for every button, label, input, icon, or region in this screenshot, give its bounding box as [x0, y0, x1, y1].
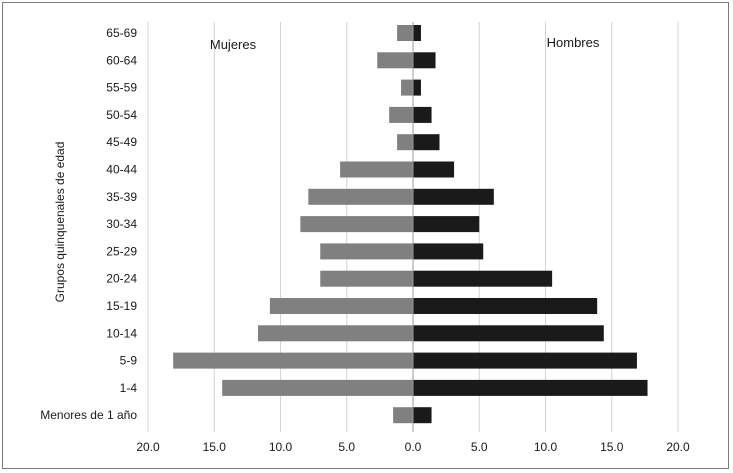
y-category-label: 20-24 [106, 272, 137, 286]
bar-mujeres [393, 407, 413, 424]
y-category-label: 50-54 [106, 108, 137, 122]
x-tick-label: 5.0 [338, 440, 355, 454]
x-tick-label: 15.0 [600, 440, 624, 454]
bar-hombres [413, 270, 553, 287]
y-category-label: 25-29 [106, 244, 137, 258]
bar-mujeres [397, 134, 413, 151]
y-category-label: 40-44 [106, 163, 137, 177]
bar-hombres [413, 106, 432, 123]
legend-mujeres: Mujeres [210, 37, 257, 52]
bar-mujeres [320, 243, 413, 260]
bar-hombres [413, 352, 637, 369]
x-tick-labels: 20.0 15.0 10.0 5.0 0.0 5.0 10.0 15.0 20.0 [136, 440, 690, 454]
x-tick-label: 20.0 [666, 440, 690, 454]
bar-hombres [413, 325, 604, 342]
x-tick-label: 20.0 [136, 440, 160, 454]
bar-mujeres [377, 52, 413, 69]
y-axis-title: Grupos quinquenales de edad [53, 142, 67, 303]
bar-mujeres [300, 216, 413, 233]
y-category-label: 5-9 [120, 354, 138, 368]
bar-hombres [413, 52, 436, 69]
y-category-label: 1-4 [120, 381, 138, 395]
x-tick-label: 15.0 [203, 440, 227, 454]
x-tick-label: 5.0 [471, 440, 488, 454]
bars [173, 25, 648, 424]
bar-hombres [413, 161, 455, 178]
bar-hombres [413, 298, 598, 314]
x-tick-label: 10.0 [534, 440, 558, 454]
y-category-label: 10-14 [106, 326, 137, 340]
legend-hombres: Hombres [547, 35, 600, 50]
bar-mujeres [340, 161, 413, 178]
bar-mujeres [222, 379, 413, 396]
chart-frame [2, 2, 729, 469]
bar-hombres [413, 243, 484, 260]
bar-hombres [413, 79, 421, 96]
y-category-label: 15-19 [106, 299, 137, 313]
bar-mujeres [397, 25, 413, 41]
bar-mujeres [173, 352, 413, 369]
bar-mujeres [389, 106, 413, 123]
y-category-label: 65-69 [106, 26, 137, 40]
y-category-label: 45-49 [106, 135, 137, 149]
bar-mujeres [401, 79, 413, 96]
y-category-labels: 65-69 60-64 55-59 50-54 45-49 40-44 35-39 30-34… [40, 26, 137, 422]
bar-hombres [413, 188, 494, 205]
bar-mujeres [257, 325, 413, 342]
y-category-label: 60-64 [106, 53, 137, 67]
bar-hombres [413, 379, 648, 396]
y-category-label: 35-39 [106, 190, 137, 204]
y-category-label: Menores de 1 año [40, 408, 137, 422]
bar-mujeres [320, 270, 413, 287]
x-tick-label: 10.0 [269, 440, 293, 454]
bar-hombres [413, 134, 440, 151]
y-category-label: 30-34 [106, 217, 137, 231]
x-tick-label: 0.0 [405, 440, 422, 454]
y-category-label: 55-59 [106, 81, 137, 95]
bar-mujeres [308, 188, 413, 205]
bar-hombres [413, 407, 432, 424]
bar-hombres [413, 216, 480, 233]
bar-hombres [413, 25, 421, 41]
bar-mujeres [269, 298, 413, 314]
